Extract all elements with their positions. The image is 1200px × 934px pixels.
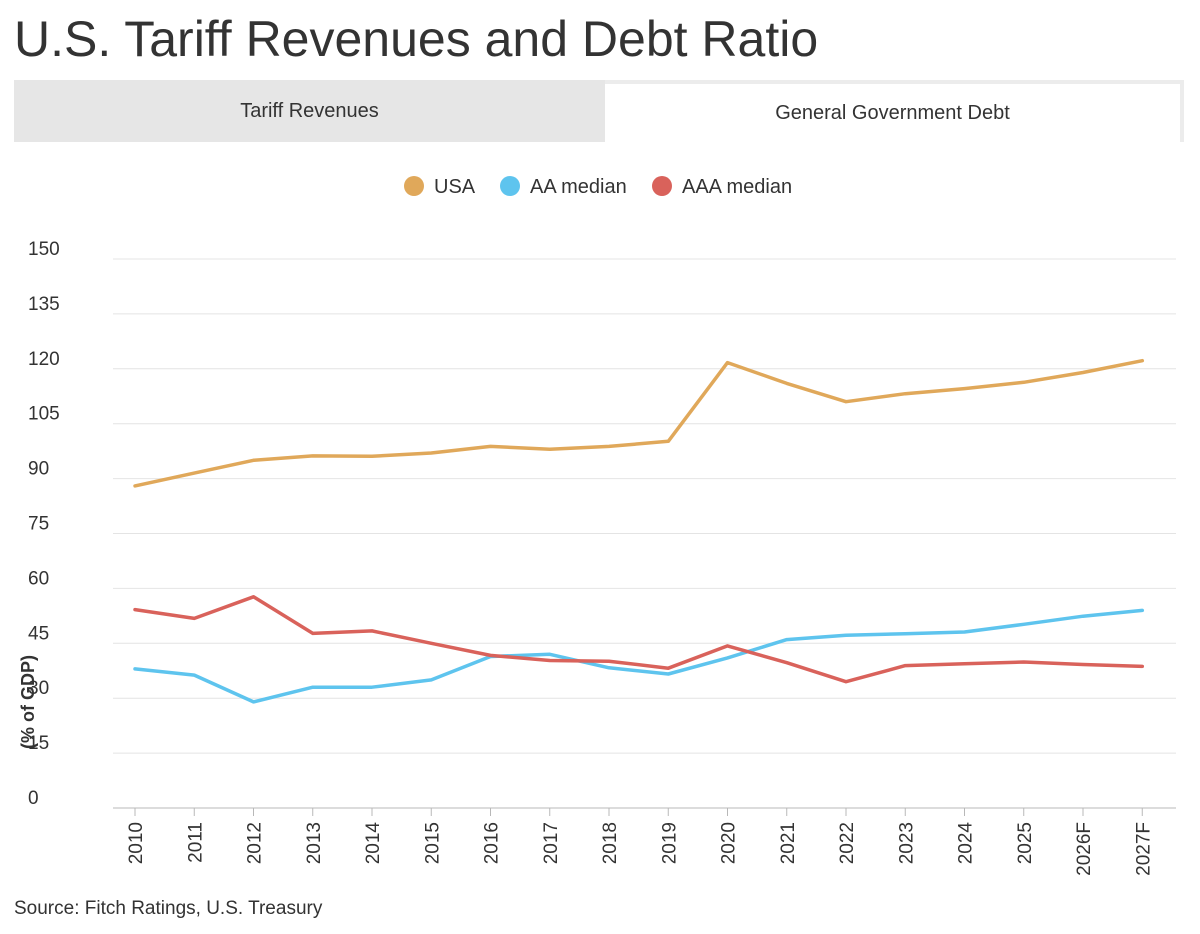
legend-swatch (404, 176, 424, 196)
y-axis-ticks: 0 15 30 45 60 75 90 105 120 135 150 (28, 239, 60, 809)
legend-item-aa-median[interactable]: AA median (500, 176, 627, 198)
x-axis-ticks: 2010 2011 2012 2013 2014 2015 2016 2017 2018 2019… (126, 808, 1154, 876)
tab-tariff-revenues[interactable]: Tariff Revenues (14, 80, 605, 142)
chart-grid (113, 258, 1176, 809)
x-tick-label: 2010 (126, 822, 147, 864)
legend-swatch (500, 176, 520, 196)
x-tick-label: 2018 (600, 822, 621, 864)
series-line-aa-median (133, 608, 1145, 704)
y-tick-label: 30 (28, 678, 49, 699)
legend-label: AAA median (682, 176, 792, 198)
y-tick-label: 120 (28, 349, 60, 370)
legend-item-aaa-median[interactable]: AAA median (652, 176, 792, 198)
line-chart: USA AA median AAA median 0 15 30 45 60 75 90 105 1… (18, 176, 1176, 876)
legend-item-usa[interactable]: USA (404, 176, 476, 198)
page-title: U.S. Tariff Revenues and Debt Ratio (14, 11, 819, 67)
y-tick-label: 135 (28, 294, 60, 315)
tab-bar: Tariff Revenues General Government Debt (14, 80, 1184, 142)
source-note: Source: Fitch Ratings, U.S. Treasury (14, 898, 323, 919)
series-line-aaa-median (133, 595, 1145, 684)
x-tick-label: 2025 (1015, 822, 1036, 864)
y-tick-label: 0 (28, 788, 39, 809)
legend-swatch (652, 176, 672, 196)
x-tick-label: 2027F (1133, 822, 1154, 876)
x-tick-label: 2013 (304, 822, 325, 864)
x-tick-label: 2016 (482, 822, 503, 864)
x-tick-label: 2017 (541, 822, 562, 864)
series-line-usa (133, 358, 1145, 488)
y-tick-label: 45 (28, 623, 49, 644)
chart-legend: USA AA median AAA median (404, 176, 792, 198)
x-tick-label: 2015 (422, 822, 443, 864)
y-tick-label: 60 (28, 568, 49, 589)
y-tick-label: 90 (28, 459, 49, 480)
x-tick-label: 2022 (837, 822, 858, 864)
chart-series (133, 358, 1145, 704)
y-tick-label: 15 (28, 733, 49, 754)
x-tick-label: 2023 (896, 822, 917, 864)
x-tick-label: 2020 (719, 822, 740, 864)
x-tick-label: 2021 (778, 822, 799, 864)
y-tick-label: 105 (28, 404, 60, 425)
y-axis-label: (% of GDP) (18, 655, 38, 749)
x-tick-label: 2026F (1074, 822, 1095, 876)
y-tick-label: 75 (28, 514, 49, 535)
y-tick-label: 150 (28, 239, 60, 260)
x-tick-label: 2019 (659, 822, 680, 864)
x-tick-label: 2011 (185, 822, 206, 863)
x-tick-label: 2024 (956, 822, 977, 865)
x-tick-label: 2014 (363, 822, 384, 865)
x-tick-label: 2012 (245, 822, 266, 864)
tab-general-government-debt[interactable]: General Government Debt (605, 80, 1184, 142)
legend-label: USA (434, 176, 476, 198)
legend-label: AA median (530, 176, 627, 198)
